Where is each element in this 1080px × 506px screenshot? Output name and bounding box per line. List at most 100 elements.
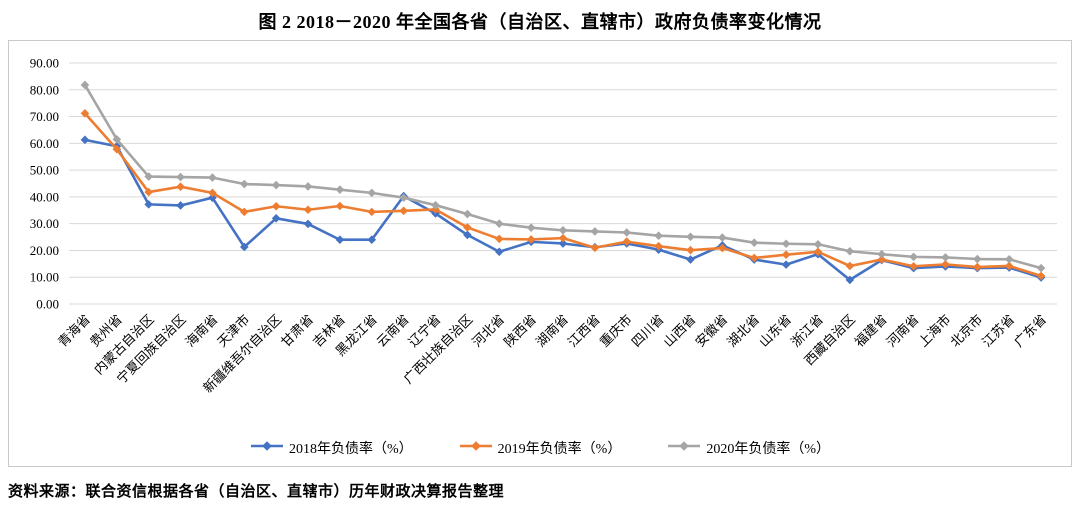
data-point-marker bbox=[781, 239, 791, 249]
chart-frame: 0.00 10.00 20.00 30.00 40.00 50.00 60.00 70.00 8… bbox=[8, 40, 1072, 467]
x-axis-label: 江苏省 bbox=[979, 312, 1017, 350]
data-point-marker bbox=[208, 193, 217, 202]
legend-label-2020: 2020年负债率（%） bbox=[706, 442, 830, 457]
data-point-marker bbox=[176, 182, 185, 192]
data-point-marker bbox=[813, 247, 823, 257]
data-point-marker bbox=[877, 255, 887, 264]
data-point-marker bbox=[654, 241, 663, 251]
legend-marker-2020-icon bbox=[667, 439, 701, 457]
data-point-marker bbox=[335, 185, 345, 194]
series-2018年负债率（%） bbox=[80, 135, 1046, 285]
x-axis-label: 广东省 bbox=[1011, 312, 1049, 350]
y-axis-tick-label: 20.00 bbox=[30, 243, 59, 258]
legend-marker-2018-icon bbox=[250, 439, 284, 457]
source-note: 资料来源：联合资信根据各省（自治区、直辖市）历年财政决算报告整理 bbox=[8, 484, 505, 500]
data-point-marker bbox=[463, 223, 472, 232]
data-point-marker bbox=[303, 182, 313, 191]
x-axis-label: 安徽省 bbox=[692, 312, 730, 350]
data-point-marker bbox=[526, 223, 536, 232]
data-point-marker bbox=[303, 219, 313, 229]
x-axis-label: 山西省 bbox=[660, 312, 698, 350]
data-point-marker bbox=[399, 206, 408, 216]
x-axis-label: 上海市 bbox=[915, 312, 953, 350]
data-point-marker bbox=[271, 214, 281, 223]
y-axis-tick-label: 80.00 bbox=[30, 82, 59, 97]
x-axis-label: 海南省 bbox=[182, 312, 220, 350]
data-point-marker bbox=[494, 219, 504, 228]
data-point-marker bbox=[367, 235, 377, 245]
chart-legend: 2018年负债率（%） 2019年负债率（%） 2020年负债率（%） bbox=[9, 433, 1071, 463]
y-axis-tick-label: 90.00 bbox=[30, 56, 59, 71]
x-axis-label: 北京市 bbox=[947, 312, 985, 350]
data-point-marker bbox=[781, 250, 791, 260]
series-2020年负债率（%） bbox=[80, 80, 1046, 273]
data-point-marker bbox=[399, 193, 408, 202]
y-axis-tick-label: 50.00 bbox=[30, 163, 59, 178]
data-point-marker bbox=[686, 232, 695, 242]
data-point-marker bbox=[239, 179, 249, 189]
data-point-marker bbox=[845, 261, 855, 271]
y-axis-tick-label: 0.00 bbox=[36, 297, 59, 312]
legend-marker-2019-icon bbox=[459, 439, 493, 457]
y-axis-tick-label: 10.00 bbox=[30, 270, 59, 285]
data-point-marker bbox=[208, 173, 217, 182]
x-axis-label: 山东省 bbox=[756, 312, 794, 350]
data-point-marker bbox=[622, 237, 632, 246]
data-point-marker bbox=[239, 207, 249, 217]
data-point-marker bbox=[431, 200, 440, 210]
page-title: 图 2 2018－2020 年全国各省（自治区、直辖市）政府负债率变化情况 bbox=[258, 12, 822, 32]
data-point-marker bbox=[1004, 254, 1014, 264]
data-point-marker bbox=[973, 262, 982, 272]
debt-ratio-line-chart: 0.00 10.00 20.00 30.00 40.00 50.00 60.00 70.00 8… bbox=[30, 56, 1057, 396]
data-point-marker bbox=[1004, 261, 1014, 271]
data-point-marker bbox=[590, 227, 600, 236]
data-point-marker bbox=[558, 233, 568, 243]
legend-item-2020: 2020年负债率（%） bbox=[667, 438, 830, 458]
data-point-marker bbox=[144, 187, 153, 197]
series-line bbox=[84, 138, 1042, 282]
x-axis-label: 福建省 bbox=[852, 312, 890, 350]
data-point-marker bbox=[463, 230, 472, 240]
data-point-marker bbox=[845, 246, 855, 256]
y-axis-tick-label: 40.00 bbox=[30, 189, 59, 204]
data-point-marker bbox=[654, 231, 663, 241]
legend-label-2019: 2019年负债率（%） bbox=[497, 442, 622, 457]
data-point-marker bbox=[845, 275, 855, 285]
data-point-marker bbox=[463, 209, 472, 219]
data-point-marker bbox=[367, 188, 377, 198]
data-point-marker bbox=[718, 233, 727, 242]
data-point-marker bbox=[494, 247, 504, 257]
data-point-marker bbox=[622, 228, 632, 237]
data-point-marker bbox=[909, 261, 918, 271]
legend-item-2018: 2018年负债率（%） bbox=[250, 438, 413, 458]
data-point-marker bbox=[1036, 263, 1046, 273]
data-point-marker bbox=[335, 201, 345, 211]
data-point-marker bbox=[686, 245, 695, 255]
data-point-marker bbox=[208, 188, 217, 198]
data-point-marker bbox=[877, 249, 887, 259]
legend-label-2018: 2018年负债率（%） bbox=[288, 442, 413, 457]
data-point-marker bbox=[367, 207, 377, 217]
x-axis-label: 湖南省 bbox=[533, 312, 571, 350]
data-point-marker bbox=[80, 109, 90, 118]
x-axis-label: 甘肃省 bbox=[278, 312, 316, 350]
data-point-marker bbox=[749, 238, 759, 247]
data-point-marker bbox=[558, 226, 568, 235]
data-point-marker bbox=[749, 253, 759, 263]
y-axis-tick-label: 60.00 bbox=[30, 136, 59, 151]
y-axis-tick-label: 70.00 bbox=[30, 109, 59, 124]
x-axis-label: 湖北省 bbox=[724, 312, 762, 350]
data-point-marker bbox=[941, 253, 950, 262]
x-axis-label: 河北省 bbox=[469, 312, 507, 350]
data-point-marker bbox=[813, 239, 823, 249]
x-axis-label: 青海省 bbox=[55, 312, 93, 350]
data-point-marker bbox=[239, 242, 249, 252]
data-point-marker bbox=[335, 235, 345, 245]
data-point-marker bbox=[1036, 271, 1046, 281]
series-line bbox=[83, 112, 1042, 278]
data-point-marker bbox=[176, 201, 185, 210]
data-point-marker bbox=[526, 235, 536, 244]
data-point-marker bbox=[271, 201, 281, 211]
data-point-marker bbox=[176, 172, 185, 182]
